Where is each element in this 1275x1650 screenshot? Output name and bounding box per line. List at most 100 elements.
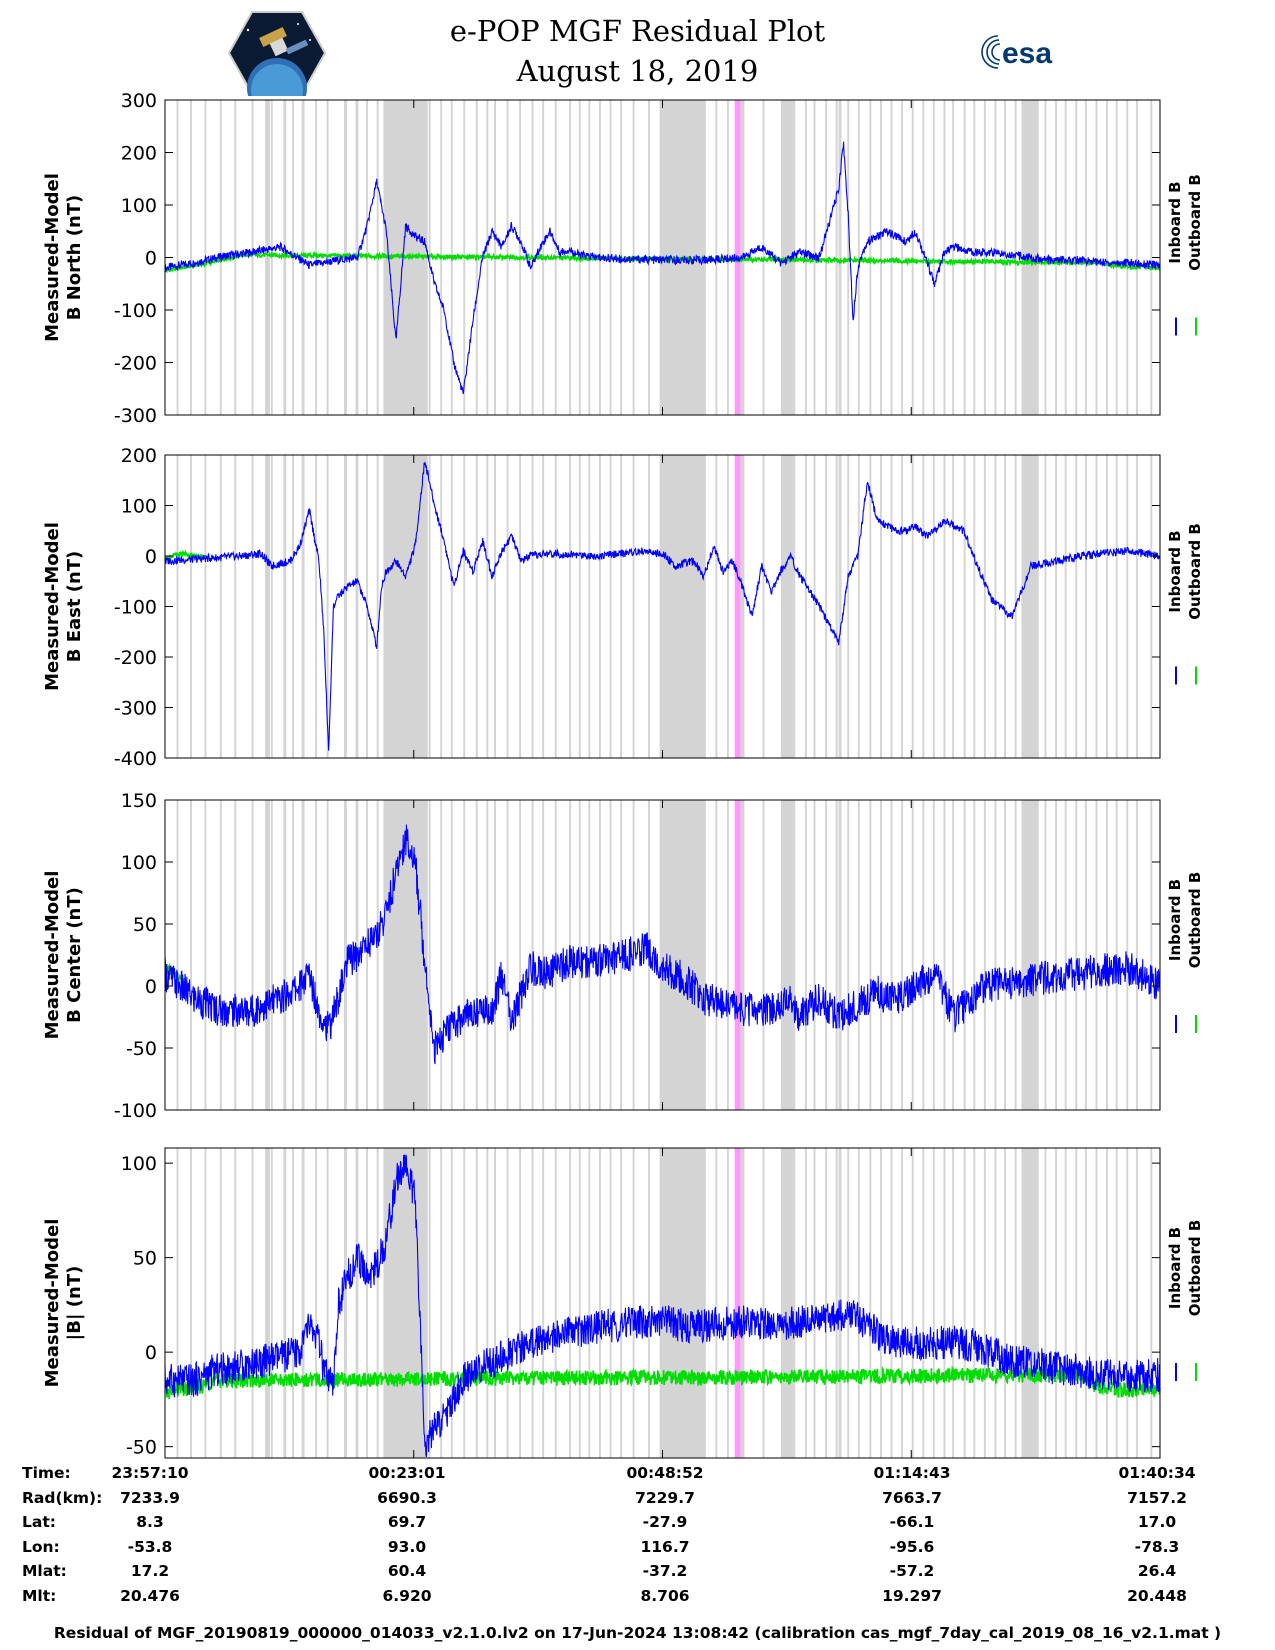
inboard-series-line <box>164 461 1161 751</box>
gap-band <box>932 800 935 1110</box>
y-tick-label: 0 <box>145 1342 157 1364</box>
gap-band <box>270 800 273 1110</box>
legend-inboard-label: Inboard B <box>1166 181 1184 263</box>
gap-band <box>762 800 765 1110</box>
gap-band <box>494 800 497 1110</box>
gap-band <box>1126 100 1129 415</box>
gap-band <box>578 800 581 1110</box>
info-row-label: Lon: <box>22 1537 60 1556</box>
gap-band <box>234 455 237 758</box>
gap-band <box>1064 1148 1067 1458</box>
y-axis-label: Measured-ModelB Center (nT) <box>42 871 85 1040</box>
gap-band <box>869 100 872 415</box>
gap-band <box>890 1148 893 1458</box>
gap-band <box>486 455 489 758</box>
gap-band <box>804 800 807 1110</box>
gap-block <box>780 455 794 758</box>
gap-band <box>813 800 816 1110</box>
gap-band <box>994 455 997 758</box>
gap-band <box>835 800 838 1110</box>
gap-block <box>659 455 706 758</box>
gap-band <box>726 800 729 1110</box>
y-tick-label: -400 <box>114 748 157 770</box>
info-cell: 20.476 <box>120 1586 180 1605</box>
gap-band <box>292 1148 294 1458</box>
gap-band <box>1064 800 1067 1110</box>
info-cell: 20.448 <box>1127 1586 1187 1605</box>
esa-logo: esa <box>981 35 1052 70</box>
info-cell: 6.920 <box>382 1586 432 1605</box>
gap-band <box>879 800 882 1110</box>
gap-band <box>1084 455 1087 758</box>
gap-band <box>315 455 318 758</box>
gap-block <box>740 1148 745 1458</box>
gap-band <box>1135 1148 1138 1458</box>
y-tick-label: 100 <box>121 496 157 518</box>
gap-block <box>780 800 794 1110</box>
gap-band <box>911 800 914 1110</box>
gap-block <box>659 1148 706 1458</box>
info-cell: 01:40:34 <box>1118 1464 1196 1482</box>
y-tick-label: -100 <box>114 1100 157 1122</box>
gap-band <box>531 455 534 758</box>
gap-band <box>542 800 545 1110</box>
gap-band <box>1055 800 1058 1110</box>
info-cell: 7233.9 <box>120 1488 180 1507</box>
gap-band <box>554 455 557 758</box>
gap-band <box>519 455 522 758</box>
info-cell: 17.2 <box>130 1562 170 1580</box>
y-tick-label: -200 <box>114 647 157 669</box>
gap-band <box>494 455 497 758</box>
gap-band <box>648 1148 650 1458</box>
gap-band <box>343 1148 347 1458</box>
gap-band <box>343 800 347 1110</box>
gap-band <box>835 100 838 415</box>
gap-band <box>952 455 955 758</box>
gap-band <box>251 455 254 758</box>
legend-labels: Inboard B Outboard B <box>1166 523 1204 620</box>
y-tick-label: -200 <box>114 353 157 375</box>
gap-band <box>1126 800 1129 1110</box>
gap-band <box>835 1148 838 1458</box>
gap-band <box>983 455 986 758</box>
panel-4: 100 50 0 -50 Measured-Model|B| (nT) Inboard B… <box>42 1147 1204 1459</box>
gap-band <box>1150 100 1153 415</box>
gap-band <box>994 1148 997 1458</box>
gap-band <box>355 1148 359 1458</box>
gap-band <box>486 1148 489 1458</box>
gap-block <box>838 100 842 415</box>
gap-band <box>588 455 591 758</box>
outboard-series-line <box>164 549 205 562</box>
gap-band <box>376 1148 379 1458</box>
y-tick-label: 100 <box>121 195 157 217</box>
info-cell: -57.2 <box>889 1562 935 1580</box>
info-row-label: Mlt: <box>22 1586 57 1605</box>
gap-band <box>428 800 431 1110</box>
gap-band <box>804 1148 807 1458</box>
gap-band <box>943 800 946 1110</box>
gap-band <box>901 1148 904 1458</box>
gap-band <box>475 1148 478 1458</box>
gap-band <box>1115 100 1118 415</box>
gap-band <box>270 455 273 758</box>
gap-band <box>825 800 828 1110</box>
y-tick-label: -50 <box>126 1437 157 1459</box>
info-cell: 7157.2 <box>1127 1488 1187 1507</box>
gap-band <box>879 455 882 758</box>
gap-band <box>569 1148 572 1458</box>
gap-band <box>506 455 509 758</box>
gap-band <box>620 455 623 758</box>
gap-block <box>265 800 270 1110</box>
gap-band <box>715 455 718 758</box>
gap-block <box>265 1148 270 1458</box>
gap-block <box>1021 1148 1039 1458</box>
gap-band <box>292 455 294 758</box>
gap-band <box>994 100 997 415</box>
y-axis-label-line1: Measured-Model <box>42 1219 63 1388</box>
gap-band <box>1055 455 1058 758</box>
gap-band <box>1064 455 1067 758</box>
gap-band <box>251 100 254 415</box>
gap-band <box>847 100 850 415</box>
gap-band <box>847 455 850 758</box>
maneuver-band <box>734 1148 741 1458</box>
